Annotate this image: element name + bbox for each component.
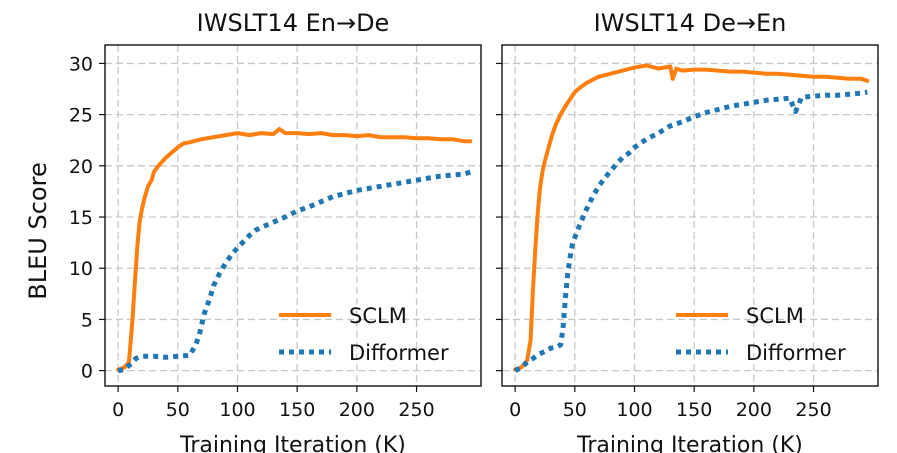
x-tick-label: 50 xyxy=(166,399,190,421)
x-tick-label: 0 xyxy=(112,399,124,421)
legend-label-sclm: SCLM xyxy=(349,304,407,328)
x-axis-label: Training Iteration (K) xyxy=(576,433,803,453)
legend-label-sclm: SCLM xyxy=(746,304,804,328)
y-axis-label: BLEU Score xyxy=(24,162,52,299)
axes-frame xyxy=(501,44,879,387)
y-tick-label: 15 xyxy=(69,207,93,229)
chart-title: IWSLT14 En→De xyxy=(197,9,390,37)
x-axis-label: Training Iteration (K) xyxy=(179,433,406,453)
x-tick-label: 100 xyxy=(616,399,652,421)
legend-label-difformer: Difformer xyxy=(349,341,449,365)
y-tick-label: 0 xyxy=(81,361,93,383)
series-line-difformer xyxy=(117,169,472,374)
x-tick-label: 200 xyxy=(736,399,772,421)
series-line-sclm xyxy=(116,127,473,372)
chart-panel-de-en: 0 50 100 150 200 250 IWSLT14 De→En Training Ite… xyxy=(496,9,879,453)
y-tick-label: 10 xyxy=(69,258,93,280)
x-tick-label: 250 xyxy=(398,399,434,421)
series-line-difformer xyxy=(513,89,868,373)
x-tick-label: 150 xyxy=(279,399,315,421)
x-tick-label: 50 xyxy=(563,399,587,421)
y-tick-label: 20 xyxy=(69,156,93,178)
y-tick-label: 30 xyxy=(69,53,93,75)
x-tick-label: 0 xyxy=(509,399,521,421)
axes-frame xyxy=(104,44,482,387)
x-tick-label: 250 xyxy=(795,399,831,421)
y-tick-label: 5 xyxy=(81,309,93,331)
legend-label-difformer: Difformer xyxy=(746,341,846,365)
chart-title: IWSLT14 De→En xyxy=(594,9,787,37)
chart-panel-en-de: 0 50 100 150 200 250 0 5 10 15 20 25 30 IWSLT14 En→De… xyxy=(69,9,482,453)
y-tick-label: 25 xyxy=(69,105,93,127)
series-line-sclm xyxy=(513,63,870,372)
x-tick-label: 200 xyxy=(339,399,375,421)
x-tick-label: 150 xyxy=(676,399,712,421)
x-tick-label: 100 xyxy=(219,399,255,421)
